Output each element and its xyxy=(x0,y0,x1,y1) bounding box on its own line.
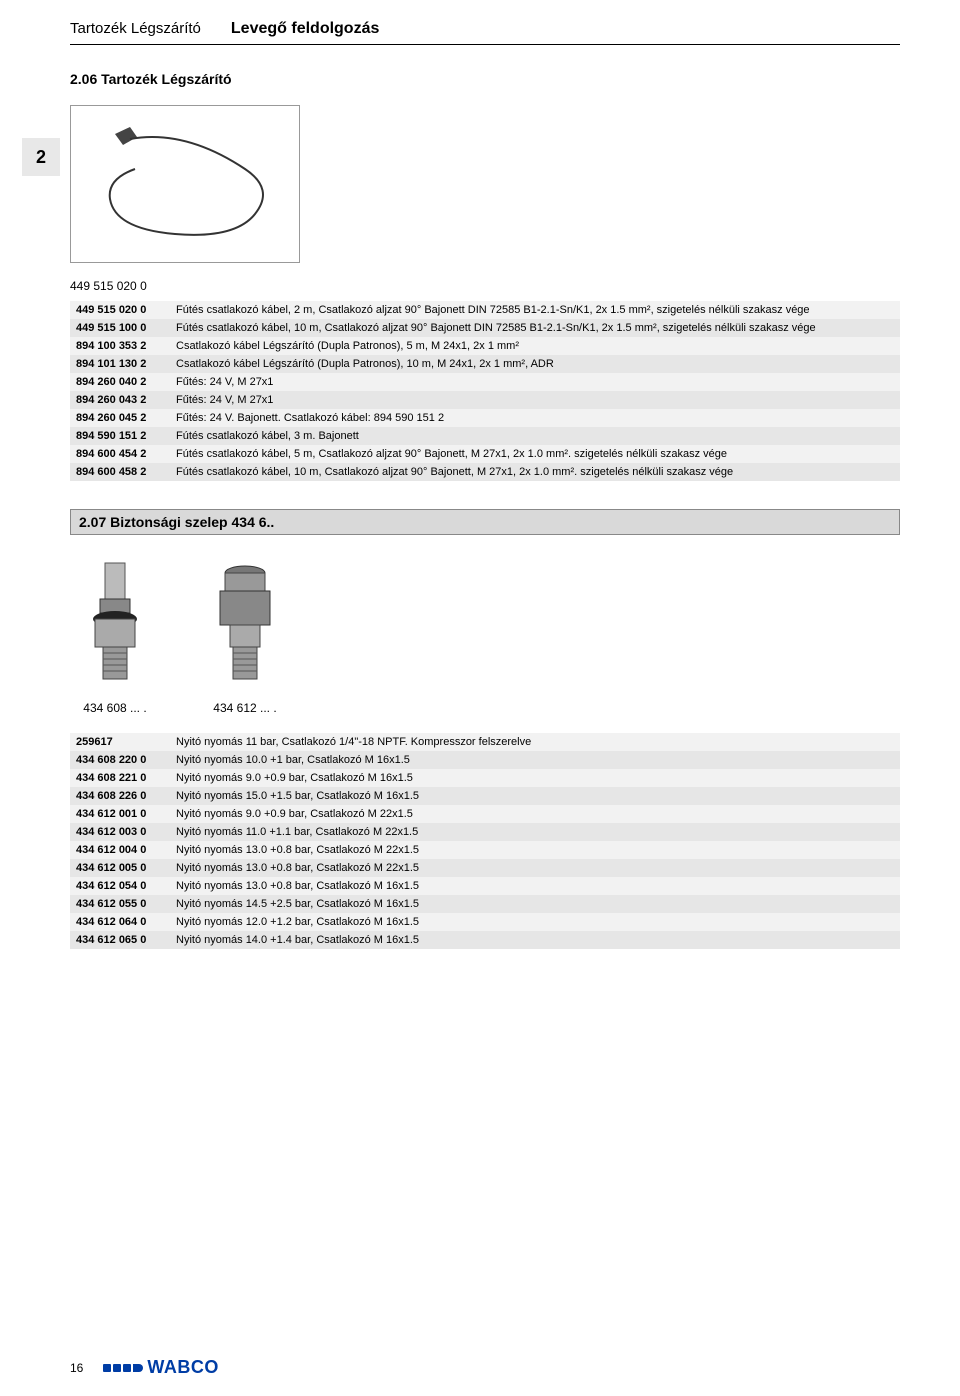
part-code: 434 612 004 0 xyxy=(70,841,170,859)
part-code: 894 590 151 2 xyxy=(70,427,170,445)
part-code: 894 600 454 2 xyxy=(70,445,170,463)
valve-icon-2 xyxy=(200,555,290,695)
chapter-tab: 2 xyxy=(22,138,60,176)
part-code: 434 608 220 0 xyxy=(70,751,170,769)
part-description: Fútés csatlakozó kábel, 5 m, Csatlakozó … xyxy=(170,445,900,463)
part-code: 434 612 064 0 xyxy=(70,913,170,931)
page-header: Tartozék Légszárító Levegő feldolgozás xyxy=(70,20,900,45)
part-code: 894 101 130 2 xyxy=(70,355,170,373)
part-code: 894 260 040 2 xyxy=(70,373,170,391)
table-row: 434 612 064 0Nyitó nyomás 12.0 +1.2 bar,… xyxy=(70,913,900,931)
part-code: 449 515 020 0 xyxy=(70,301,170,319)
section-a-heading-code: 449 515 020 0 xyxy=(70,279,900,293)
part-description: Csatlakozó kábel Légszárító (Dupla Patro… xyxy=(170,337,900,355)
part-code: 434 608 226 0 xyxy=(70,787,170,805)
table-row: 449 515 020 0Fútés csatlakozó kábel, 2 m… xyxy=(70,301,900,319)
part-description: Fútés csatlakozó kábel, 2 m, Csatlakozó … xyxy=(170,301,900,319)
part-description: Nyitó nyomás 12.0 +1.2 bar, Csatlakozó M… xyxy=(170,913,900,931)
table-row: 259617Nyitó nyomás 11 bar, Csatlakozó 1/… xyxy=(70,733,900,751)
part-code: 894 260 043 2 xyxy=(70,391,170,409)
part-description: Nyitó nyomás 14.0 +1.4 bar, Csatlakozó M… xyxy=(170,931,900,949)
part-code: 434 612 005 0 xyxy=(70,859,170,877)
valve-icon-1 xyxy=(70,555,160,695)
table-row: 434 612 005 0Nyitó nyomás 13.0 +0.8 bar,… xyxy=(70,859,900,877)
part-description: Nyitó nyomás 11 bar, Csatlakozó 1/4"-18 … xyxy=(170,733,900,751)
section-a-title-block: 2.06 Tartozék Légszárító xyxy=(70,67,900,91)
part-code: 434 612 001 0 xyxy=(70,805,170,823)
chapter-number: 2 xyxy=(36,147,46,168)
parts-table-a: 449 515 020 0Fútés csatlakozó kábel, 2 m… xyxy=(70,301,900,481)
product-image-valve-1: 434 608 ... . xyxy=(70,555,160,715)
part-code: 894 600 458 2 xyxy=(70,463,170,481)
header-section: Levegő feldolgozás xyxy=(231,20,379,38)
part-description: Fútés csatlakozó kábel, 10 m, Csatlakozó… xyxy=(170,319,900,337)
part-description: Nyitó nyomás 9.0 +0.9 bar, Csatlakozó M … xyxy=(170,769,900,787)
table-row: 434 612 055 0Nyitó nyomás 14.5 +2.5 bar,… xyxy=(70,895,900,913)
product-image-row: 434 608 ... . 434 612 ... . xyxy=(70,555,900,715)
table-row: 894 600 454 2Fútés csatlakozó kábel, 5 m… xyxy=(70,445,900,463)
table-row: 434 612 001 0Nyitó nyomás 9.0 +0.9 bar, … xyxy=(70,805,900,823)
part-description: Nyitó nyomás 11.0 +1.1 bar, Csatlakozó M… xyxy=(170,823,900,841)
part-code: 894 260 045 2 xyxy=(70,409,170,427)
part-description: Fűtés: 24 V, M 27x1 xyxy=(170,391,900,409)
table-row: 894 260 040 2Fűtés: 24 V, M 27x1 xyxy=(70,373,900,391)
table-row: 894 101 130 2Csatlakozó kábel Légszárító… xyxy=(70,355,900,373)
table-row: 894 260 045 2Fűtés: 24 V. Bajonett. Csat… xyxy=(70,409,900,427)
table-row: 449 515 100 0Fútés csatlakozó kábel, 10 … xyxy=(70,319,900,337)
part-description: Fűtés: 24 V, M 27x1 xyxy=(170,373,900,391)
part-code: 434 612 054 0 xyxy=(70,877,170,895)
part-code: 434 612 055 0 xyxy=(70,895,170,913)
header-category: Tartozék Légszárító xyxy=(70,20,201,37)
part-code: 434 612 065 0 xyxy=(70,931,170,949)
part-description: Nyitó nyomás 13.0 +0.8 bar, Csatlakozó M… xyxy=(170,859,900,877)
table-row: 894 600 458 2Fútés csatlakozó kábel, 10 … xyxy=(70,463,900,481)
part-code: 259617 xyxy=(70,733,170,751)
part-code: 434 612 003 0 xyxy=(70,823,170,841)
part-description: Nyitó nyomás 9.0 +0.9 bar, Csatlakozó M … xyxy=(170,805,900,823)
part-code: 434 608 221 0 xyxy=(70,769,170,787)
table-row: 894 100 353 2Csatlakozó kábel Légszárító… xyxy=(70,337,900,355)
part-description: Csatlakozó kábel Légszárító (Dupla Patro… xyxy=(170,355,900,373)
table-row: 434 612 004 0Nyitó nyomás 13.0 +0.8 bar,… xyxy=(70,841,900,859)
part-description: Nyitó nyomás 14.5 +2.5 bar, Csatlakozó M… xyxy=(170,895,900,913)
brand-logo: WABCO xyxy=(103,1357,219,1378)
brand-logo-text: WABCO xyxy=(147,1357,219,1378)
part-description: Nyitó nyomás 15.0 +1.5 bar, Csatlakozó M… xyxy=(170,787,900,805)
part-description: Fútés csatlakozó kábel, 3 m. Bajonett xyxy=(170,427,900,445)
parts-table-b: 259617Nyitó nyomás 11 bar, Csatlakozó 1/… xyxy=(70,733,900,949)
part-description: Nyitó nyomás 10.0 +1 bar, Csatlakozó M 1… xyxy=(170,751,900,769)
part-description: Nyitó nyomás 13.0 +0.8 bar, Csatlakozó M… xyxy=(170,841,900,859)
table-row: 434 608 226 0Nyitó nyomás 15.0 +1.5 bar,… xyxy=(70,787,900,805)
cable-icon xyxy=(85,119,285,249)
table-row: 894 590 151 2Fútés csatlakozó kábel, 3 m… xyxy=(70,427,900,445)
caption-valve-2: 434 612 ... . xyxy=(213,701,276,715)
product-image-cable xyxy=(70,105,300,263)
table-row: 434 612 054 0Nyitó nyomás 13.0 +0.8 bar,… xyxy=(70,877,900,895)
table-row: 434 612 003 0Nyitó nyomás 11.0 +1.1 bar,… xyxy=(70,823,900,841)
part-description: Fűtés: 24 V. Bajonett. Csatlakozó kábel:… xyxy=(170,409,900,427)
section-a-title: 2.06 Tartozék Légszárító xyxy=(70,67,900,91)
table-row: 894 260 043 2Fűtés: 24 V, M 27x1 xyxy=(70,391,900,409)
page-footer: 16 WABCO xyxy=(70,1357,900,1378)
part-description: Nyitó nyomás 13.0 +0.8 bar, Csatlakozó M… xyxy=(170,877,900,895)
page-number: 16 xyxy=(70,1361,83,1375)
section-b-title: 2.07 Biztonsági szelep 434 6.. xyxy=(70,509,900,535)
part-code: 894 100 353 2 xyxy=(70,337,170,355)
table-row: 434 608 221 0Nyitó nyomás 9.0 +0.9 bar, … xyxy=(70,769,900,787)
table-row: 434 608 220 0Nyitó nyomás 10.0 +1 bar, C… xyxy=(70,751,900,769)
table-row: 434 612 065 0Nyitó nyomás 14.0 +1.4 bar,… xyxy=(70,931,900,949)
caption-valve-1: 434 608 ... . xyxy=(83,701,146,715)
product-image-valve-2: 434 612 ... . xyxy=(200,555,290,715)
part-description: Fútés csatlakozó kábel, 10 m, Csatlakozó… xyxy=(170,463,900,481)
part-code: 449 515 100 0 xyxy=(70,319,170,337)
brand-logo-dots xyxy=(103,1364,143,1372)
